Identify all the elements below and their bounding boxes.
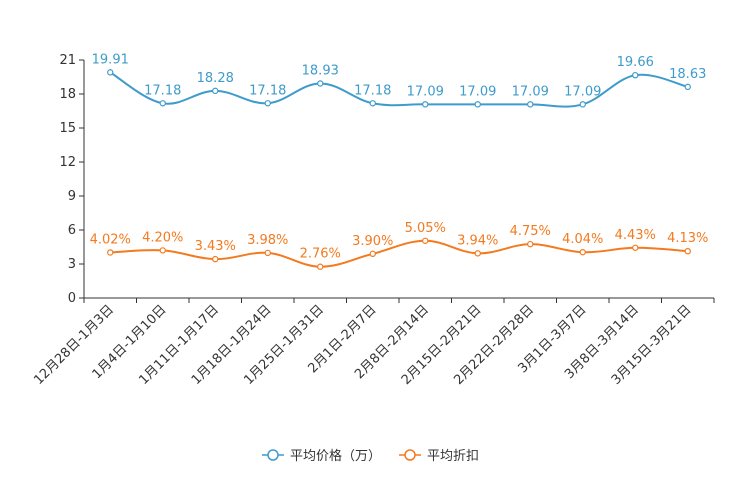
- y-tick-label: 6: [68, 223, 76, 238]
- data-point: [684, 247, 691, 255]
- data-point: [317, 80, 324, 87]
- series-1: 19.91 17.18 18.28 17.18 18.93 17.18 17.09 17.09…: [92, 52, 706, 108]
- data-label: 5.05%: [405, 221, 446, 236]
- data-point: [317, 263, 324, 270]
- data-label: 17.18: [249, 83, 286, 98]
- data-point: [264, 100, 271, 107]
- data-point: [107, 69, 114, 76]
- legend-marker-icon: [404, 449, 416, 461]
- data-label: 17.09: [564, 84, 601, 99]
- data-label: 2.76%: [300, 247, 341, 262]
- data-point: [684, 83, 691, 91]
- series-layer: 19.91 17.18 18.28 17.18 18.93 17.18 17.09 17.09…: [90, 52, 708, 270]
- data-point: [632, 71, 639, 79]
- y-tick-label: 3: [68, 257, 76, 272]
- data-label: 19.91: [92, 52, 129, 67]
- data-point: [527, 101, 534, 108]
- legend-marker-icon: [267, 449, 279, 461]
- data-label: 3.94%: [457, 233, 498, 248]
- series-2: 4.02% 4.20% 3.43% 3.98% 2.76% 3.90% 5.05% 3.94%…: [90, 221, 708, 270]
- data-point: [369, 250, 376, 257]
- y-tick-label: 0: [68, 291, 76, 306]
- data-point: [579, 249, 586, 256]
- data-point: [159, 247, 166, 254]
- data-point: [107, 249, 114, 256]
- data-label: 4.20%: [142, 230, 183, 245]
- data-point: [422, 101, 429, 108]
- y-tick-label: 9: [68, 189, 76, 204]
- data-point: [159, 100, 166, 107]
- legend-item-2: 平均折扣: [399, 449, 479, 464]
- data-point: [474, 250, 481, 257]
- data-label: 4.13%: [667, 231, 708, 246]
- data-label: 4.43%: [615, 228, 656, 243]
- data-point: [212, 87, 219, 95]
- data-point: [369, 100, 376, 107]
- data-point: [422, 237, 429, 244]
- data-label: 17.18: [144, 83, 181, 98]
- data-label: 3.43%: [195, 239, 236, 254]
- y-axis: 0 3 6 9 12 15 18 21: [59, 53, 85, 306]
- x-axis: 12月28日-1月3日1月4日-1月10日1月11日-1月17日1月18日-1月…: [31, 297, 715, 388]
- data-point: [579, 101, 586, 108]
- legend-item-1: 平均价格（万）: [262, 448, 381, 464]
- data-point: [527, 240, 534, 248]
- data-label: 17.09: [407, 84, 444, 99]
- y-tick-label: 21: [59, 53, 76, 68]
- data-label: 18.63: [669, 67, 706, 82]
- data-point: [474, 101, 481, 108]
- series-line: [109, 71, 689, 108]
- data-label: 3.90%: [352, 234, 393, 249]
- data-label: 18.93: [302, 63, 339, 78]
- data-point: [212, 255, 219, 263]
- data-label: 4.75%: [510, 224, 551, 239]
- series-line: [110, 239, 688, 268]
- y-tick-label: 18: [59, 87, 76, 102]
- y-tick-label: 12: [59, 155, 76, 170]
- data-label: 17.09: [512, 84, 549, 99]
- data-point: [264, 249, 271, 257]
- data-label: 4.04%: [562, 232, 603, 247]
- legend: 平均价格（万） 平均折扣: [262, 448, 479, 464]
- data-label: 4.02%: [90, 232, 131, 247]
- data-label: 19.66: [617, 55, 654, 70]
- data-label: 3.98%: [247, 233, 288, 248]
- legend-label: 平均折扣: [427, 449, 479, 464]
- data-point: [632, 244, 639, 251]
- data-label: 18.28: [197, 71, 234, 86]
- data-label: 17.09: [459, 84, 496, 99]
- y-tick-label: 15: [59, 121, 76, 136]
- data-label: 17.18: [354, 83, 391, 98]
- legend-label: 平均价格（万）: [290, 448, 381, 464]
